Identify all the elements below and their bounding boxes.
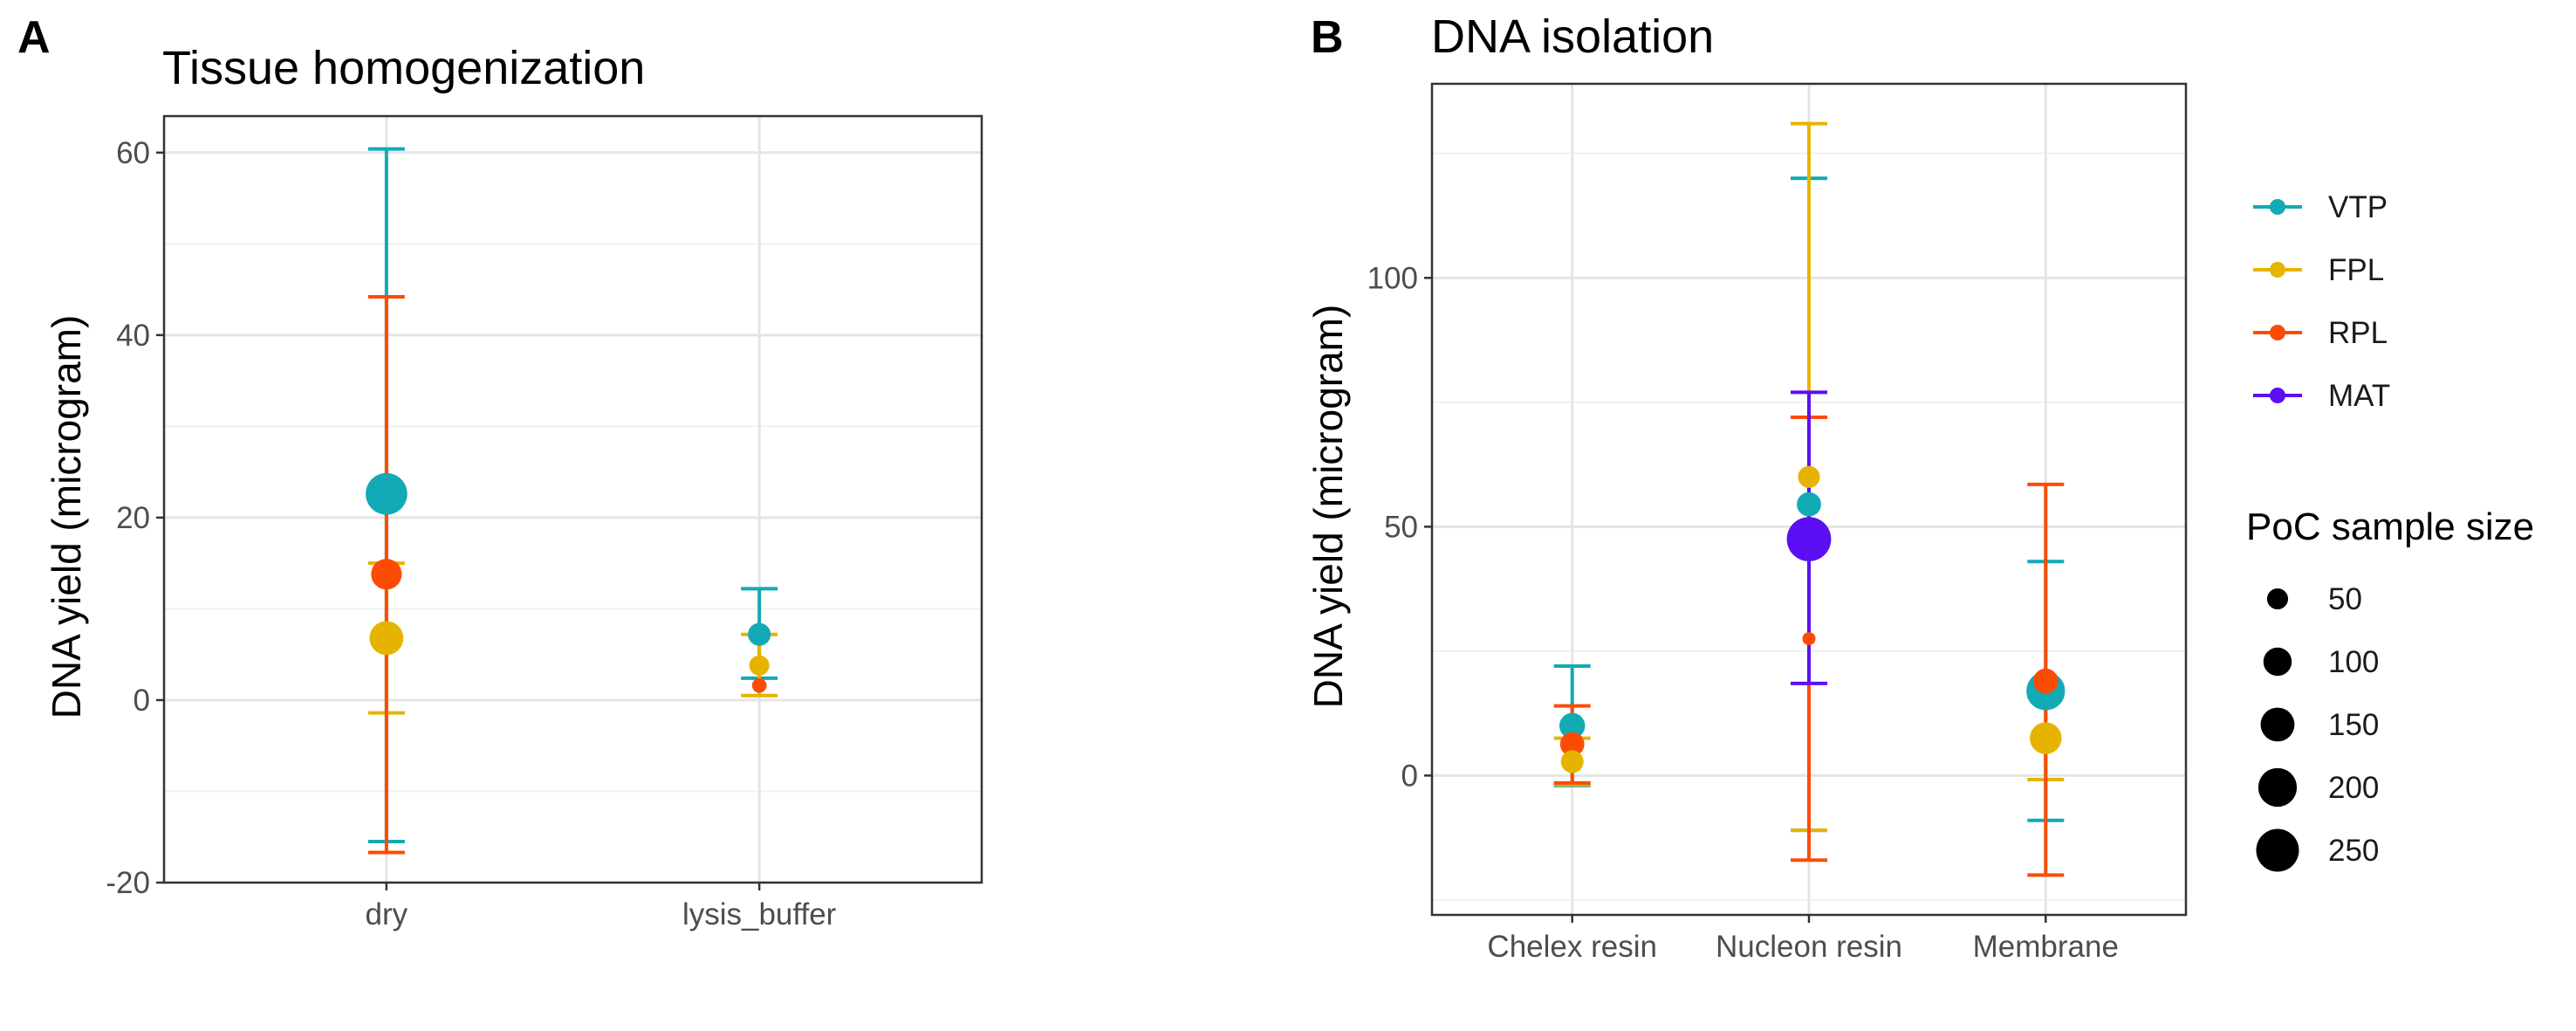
legend-label-mat: MAT [2328,379,2390,413]
legend-label-rpl: RPL [2328,316,2388,350]
legend-sizes: 50 100 150 200 250 [2256,582,2379,872]
legend-colors: VTP FPL RPL MAT [2253,190,2390,413]
legend-size-dot-250 [2256,828,2299,872]
panel-b-ticks: 0 50 100 Chelex resin Nucleon resin Membrane [1367,261,2119,964]
y-tick-label: 20 [116,501,150,535]
legend-size-title: PoC sample size [2246,505,2534,548]
panel-b: B DNA isolation DNA yield (microgram) 0 5… [1305,10,2188,964]
legend-dot-vtp [2270,199,2285,215]
legend-size-dot-150 [2260,707,2295,742]
point-vtp-lysis-buffer [748,622,771,646]
panel-a-ticks: -20 0 20 40 60 dry lysis_buffer [106,136,836,931]
point-rpl-chelex-resin [1559,732,1585,757]
point-fpl-chelex-resin [1560,750,1584,773]
point-fpl-membrane [2030,722,2062,754]
panel-b-title: DNA isolation [1431,10,1714,63]
point-vtp-dry [366,472,408,515]
point-vtp-nucleon-resin [1797,491,1821,517]
point-vtp-chelex-resin [1559,712,1586,739]
legend-size-label-250: 250 [2328,834,2379,868]
y-tick-label: 50 [1384,510,1418,544]
point-rpl-membrane [2032,668,2059,694]
x-tick-label-chelex-resin: Chelex resin [1487,930,1657,964]
x-tick-label-membrane: Membrane [1973,930,2119,964]
legend-size-dot-200 [2257,767,2298,808]
legend-dot-mat [2270,388,2285,403]
legend-label-fpl: FPL [2328,253,2384,287]
panel-a-frame [162,114,983,884]
x-tick-label-nucleon-resin: Nucleon resin [1716,930,1902,964]
panel-a-title: Tissue homogenization [162,42,645,94]
panel-a-marks [366,147,778,855]
panel-a-ylabel: DNA yield (microgram) [44,315,89,719]
panel-b-letter: B [1311,12,1344,63]
point-fpl-dry [369,621,404,656]
panel-a: A Tissue homogenization DNA yield (micro… [17,12,983,931]
point-rpl-nucleon-resin [1802,632,1816,646]
legend-size-label-200: 200 [2328,771,2379,805]
panel-a-letter: A [17,12,51,63]
legend-label-vtp: VTP [2328,190,2388,224]
panel-b-ylabel: DNA yield (microgram) [1305,305,1351,709]
y-tick-label: 0 [1401,759,1418,793]
legend-size-label-150: 150 [2328,708,2379,742]
legend-size-dot-50 [2266,588,2289,610]
legend: VTP FPL RPL MAT PoC sample size 50 100 150 200… [2246,190,2534,872]
y-tick-label: -20 [106,866,150,900]
x-tick-label-dry: dry [366,897,408,931]
point-rpl-dry [371,559,402,590]
legend-dot-fpl [2270,262,2285,278]
panel-b-marks [1553,121,2066,877]
y-tick-label: 100 [1367,261,1418,295]
legend-dot-rpl [2270,325,2285,340]
y-tick-label: 40 [116,319,150,353]
point-fpl-lysis-buffer [749,655,770,676]
point-mat-nucleon-resin [1786,517,1832,561]
point-fpl-nucleon-resin [1798,465,1820,488]
point-rpl-lysis-buffer [751,677,767,693]
legend-size-dot-100 [2263,647,2292,677]
y-tick-label: 60 [116,136,150,170]
legend-size-label-50: 50 [2328,582,2362,616]
panel-a-grid [164,116,982,884]
y-tick-label: 0 [134,684,150,718]
legend-size-label-100: 100 [2328,645,2379,679]
x-tick-label-lysis-buffer: lysis_buffer [682,897,837,931]
